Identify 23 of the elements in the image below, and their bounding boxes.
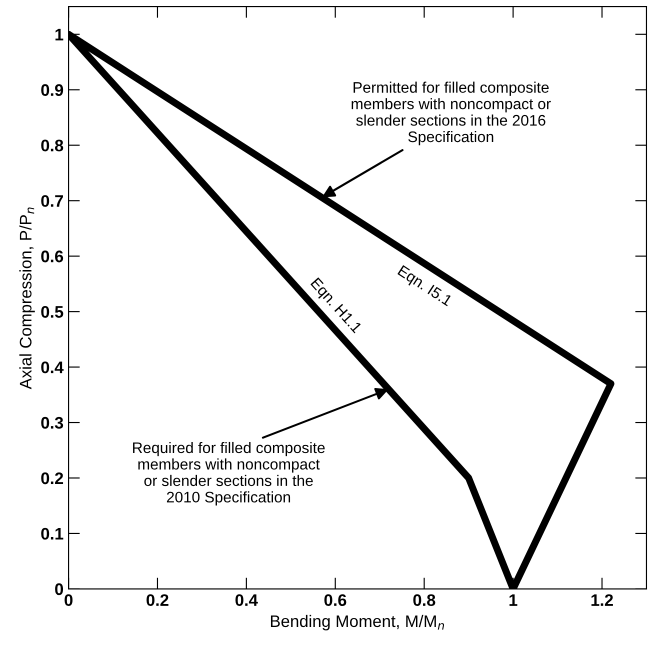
y-tick-label: 0.3 [41, 416, 64, 429]
x-tick-label: 0 [64, 594, 73, 606]
y-tick-label: 0.9 [41, 84, 64, 96]
y-tick-label: 0.7 [41, 195, 63, 207]
y-tick-label: 0.8 [41, 140, 64, 152]
x-axis-title: Bending Moment, M/M$_{n}$ [270, 614, 444, 630]
y-tick-label: 0.2 [41, 472, 64, 484]
y-tick-label: 0.5 [41, 306, 64, 318]
y-tick-label: 1 [55, 28, 64, 40]
x-tick-label: 0.4 [235, 594, 258, 606]
x-tick-label: 0.6 [324, 594, 346, 606]
y-tick-label: 0 [55, 583, 64, 596]
x-tick-label: 1.2 [591, 594, 613, 606]
annotation: Permitted for filled composite members with noncompact or slender sections in the 2016 Specification [352, 82, 551, 146]
annotation: Required for filled composite members with noncompact or slender sections in the 2010 Specification [133, 442, 325, 506]
y-tick-label: 0.6 [41, 250, 64, 262]
x-tick-label: 1 [510, 594, 518, 606]
y-tick-label: 0.4 [41, 361, 64, 374]
x-tick-label: 0.2 [146, 594, 168, 606]
annotation: Eqn. I5.1 [396, 265, 453, 309]
x-tick-label: 0.8 [413, 594, 436, 606]
y-tick-label: 0.1 [41, 528, 64, 540]
y-axis-title: Axial Compression, P/P$_{n}$ [19, 208, 35, 390]
